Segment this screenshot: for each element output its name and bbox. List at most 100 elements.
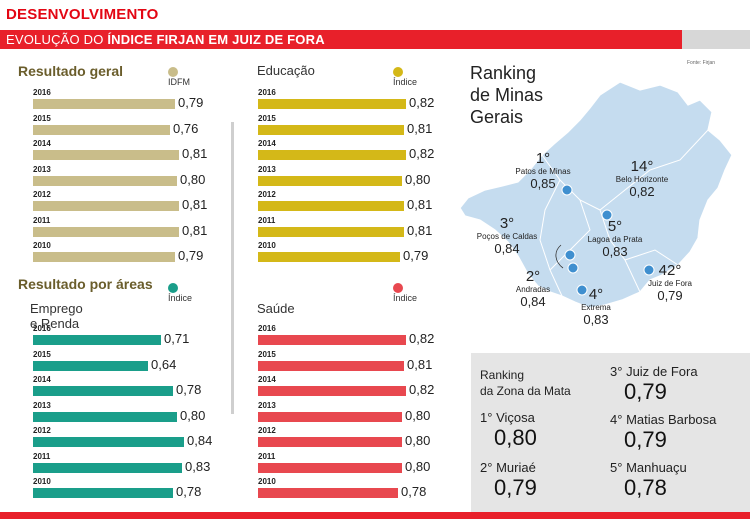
bar <box>258 150 406 160</box>
bar <box>258 124 404 135</box>
city-value: 0,84 <box>520 294 546 309</box>
bar <box>258 462 402 473</box>
bar <box>258 411 402 422</box>
city-value: 0,84 <box>494 241 520 256</box>
city-juiz-de-fora: 42° Juiz de Fora 0,79 <box>640 262 700 303</box>
legend-label-educacao: Índice <box>393 76 418 87</box>
city-patos-de-minas: 1° Patos de Minas 0,85 <box>508 150 578 191</box>
bar-value-label: 0,81 <box>182 146 208 161</box>
year-label: 2013 <box>33 164 51 174</box>
year-label: 2014 <box>33 139 51 148</box>
zona-mata-item: 5° Manhuaçu 0,78 <box>610 460 687 501</box>
zm-value: 0,79 <box>624 379 667 404</box>
bar-value-label: 0,79 <box>178 95 204 110</box>
bar-value-label: 0,80 <box>405 171 431 187</box>
bar-value-label: 0,80 <box>180 171 206 187</box>
zm-name: Matias Barbosa <box>626 412 717 427</box>
year-label: 2011 <box>258 451 276 461</box>
city-rank: 42° <box>658 262 682 279</box>
year-label: 2015 <box>258 113 276 123</box>
bar <box>33 252 175 262</box>
city-name: Belo Horizonte <box>615 175 669 184</box>
year-label: 2015 <box>33 113 51 123</box>
legend-geral: IDFM <box>168 66 190 87</box>
bar-value-label: 0,83 <box>185 458 211 474</box>
bar-value-label: 0,80 <box>405 433 431 448</box>
zona-mata-box <box>471 353 750 512</box>
year-label: 2014 <box>33 375 51 384</box>
bar <box>258 386 406 396</box>
zm-name: Viçosa <box>496 410 535 425</box>
bar <box>33 437 184 447</box>
year-label: 2012 <box>258 426 276 435</box>
city-belo-horizonte: 14° Belo Horizonte 0,82 <box>605 158 679 199</box>
page-subtitle: EVOLUÇÃO DO ÍNDICE FIRJAN EM JUIZ DE FOR… <box>6 32 325 47</box>
bar-value-label: 0,71 <box>164 331 190 346</box>
year-label: 2014 <box>258 139 276 148</box>
zm-rank: 1° <box>480 410 493 425</box>
year-label: 2011 <box>33 215 51 225</box>
year-label: 2010 <box>33 477 51 486</box>
year-label: 2011 <box>33 451 51 461</box>
bar <box>258 252 400 262</box>
bar-value-label: 0,76 <box>173 120 199 136</box>
bar <box>33 488 173 498</box>
map-pointer-lines <box>555 244 564 269</box>
zm-value: 0,80 <box>494 425 537 450</box>
legend-label-emprego: Índice <box>168 292 193 303</box>
city-rank: 5° <box>607 218 623 235</box>
bar-value-label: 0,82 <box>409 331 435 346</box>
city-name: Extrema <box>581 303 611 312</box>
bar-value-label: 0,81 <box>182 222 208 238</box>
bar-value-label: 0,81 <box>182 197 208 212</box>
zona-mata-item: 4° Matias Barbosa 0,79 <box>610 412 716 453</box>
panel-title-emprego: Emprego e Renda <box>30 301 83 331</box>
bar <box>33 226 179 237</box>
city-andradas: 2° Andradas 0,84 <box>500 268 566 309</box>
footer-bar <box>0 512 750 519</box>
city-value: 0,83 <box>583 312 609 327</box>
bar-value-label: 0,81 <box>407 120 433 136</box>
year-label: 2015 <box>33 349 51 359</box>
map-shape <box>459 81 733 309</box>
bar-value-label: 0,81 <box>407 197 433 212</box>
year-label: 2012 <box>33 426 51 435</box>
city-rank: 1° <box>535 150 551 167</box>
zona-mata-title-line2: da Zona da Mata <box>480 384 571 398</box>
city-rank: 14° <box>630 158 654 175</box>
city-name: Poços de Caldas <box>476 232 538 241</box>
year-label: 2013 <box>33 400 51 410</box>
bar-value-label: 0,79 <box>178 248 204 263</box>
bar <box>258 437 402 447</box>
city-rank: 3° <box>499 215 515 232</box>
year-label: 2016 <box>33 88 51 97</box>
bar-value-label: 0,84 <box>187 433 213 448</box>
zm-name: Muriaé <box>496 460 536 475</box>
legend-educacao: Índice <box>393 66 417 87</box>
zona-mata-item: 1° Viçosa 0,80 <box>480 410 537 451</box>
bar <box>33 99 175 109</box>
legend-saude: Índice <box>393 282 417 303</box>
zm-value: 0,79 <box>624 427 667 452</box>
zm-rank: 3° <box>610 364 623 379</box>
bar <box>33 411 177 422</box>
page-title: DESENVOLVIMENTO <box>6 6 159 23</box>
bar <box>33 335 161 345</box>
bar <box>258 201 404 211</box>
bar <box>33 386 173 396</box>
bar-value-label: 0,82 <box>409 95 435 110</box>
bar-value-label: 0,81 <box>407 222 433 238</box>
subtitle-prefix: EVOLUÇÃO DO <box>6 32 108 47</box>
bar <box>33 360 148 371</box>
map-title-line2: de Minas <box>470 85 544 105</box>
year-label: 2016 <box>258 88 276 97</box>
bar <box>33 124 170 135</box>
city-name: Andradas <box>515 285 551 294</box>
year-label: 2016 <box>258 324 276 333</box>
legend-label-geral: IDFM <box>168 76 190 87</box>
bar <box>33 150 179 160</box>
column-divider <box>231 122 234 414</box>
map-title-line1: Ranking <box>470 63 537 83</box>
bar-value-label: 0,81 <box>407 356 433 372</box>
zm-rank: 4° <box>610 412 623 427</box>
